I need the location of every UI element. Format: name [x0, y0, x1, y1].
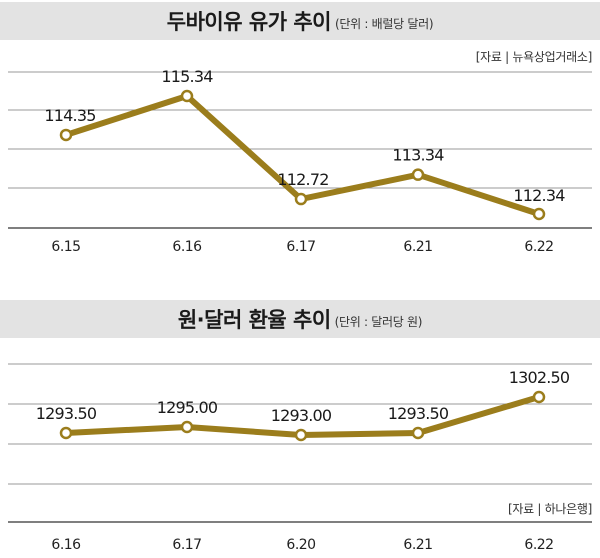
chart2-source: [자료 | 하나은행]: [508, 502, 592, 516]
data-label: 1295.00: [157, 398, 218, 417]
x-tick-label: 6.15: [51, 239, 80, 255]
data-label: 1293.50: [36, 404, 97, 423]
data-label: 114.35: [44, 106, 95, 125]
data-point: [180, 420, 194, 434]
chart2-unit: (단위 : 달러당 원): [334, 315, 423, 329]
data-label: 113.34: [392, 146, 444, 165]
chart1-header: 두바이유 유가 추이 (단위 : 배럴당 달러): [0, 2, 600, 40]
chart1-title: 두바이유 유가 추이: [166, 10, 332, 34]
chart2-header: 원·달러 환율 추이 (단위 : 달러당 원): [0, 300, 600, 338]
data-label: 112.72: [277, 170, 328, 189]
data-label: 115.34: [161, 67, 213, 86]
x-tick-label: 6.22: [524, 239, 553, 255]
data-label: 1302.50: [509, 368, 570, 387]
data-point: [411, 168, 425, 181]
data-label: 112.34: [513, 186, 565, 205]
x-tick-label: 6.20: [286, 537, 315, 553]
data-point: [411, 426, 425, 440]
x-tick-label: 6.17: [172, 537, 201, 553]
x-tick-label: 6.17: [286, 239, 315, 255]
data-point: [59, 426, 73, 440]
data-point: [532, 390, 546, 404]
data-label: 1293.50: [388, 404, 449, 423]
x-tick-label: 6.21: [403, 239, 432, 255]
chart2-plot: 1293.50 6.16 1295.00 6.17 1293.00 6.20 1293.50…: [8, 363, 592, 553]
data-point: [59, 128, 73, 142]
chart2-title: 원·달러 환율 추이: [177, 308, 331, 332]
chart1-plot: 114.35 6.15 115.34 6.16 112.72 6.17 113.34 6.21…: [8, 67, 592, 255]
x-tick-label: 6.16: [51, 537, 81, 553]
data-point: [180, 89, 194, 103]
data-point: [532, 207, 546, 221]
chart1-source: [자료 | 뉴욕상업거래소]: [475, 50, 593, 64]
x-tick-label: 6.21: [403, 537, 432, 553]
data-point: [294, 428, 308, 442]
x-tick-label: 6.16: [172, 239, 202, 255]
chart1-unit: (단위 : 배럴당 달러): [334, 17, 434, 31]
data-label: 1293.00: [271, 406, 332, 425]
x-tick-label: 6.22: [524, 537, 553, 553]
data-point: [294, 192, 308, 206]
